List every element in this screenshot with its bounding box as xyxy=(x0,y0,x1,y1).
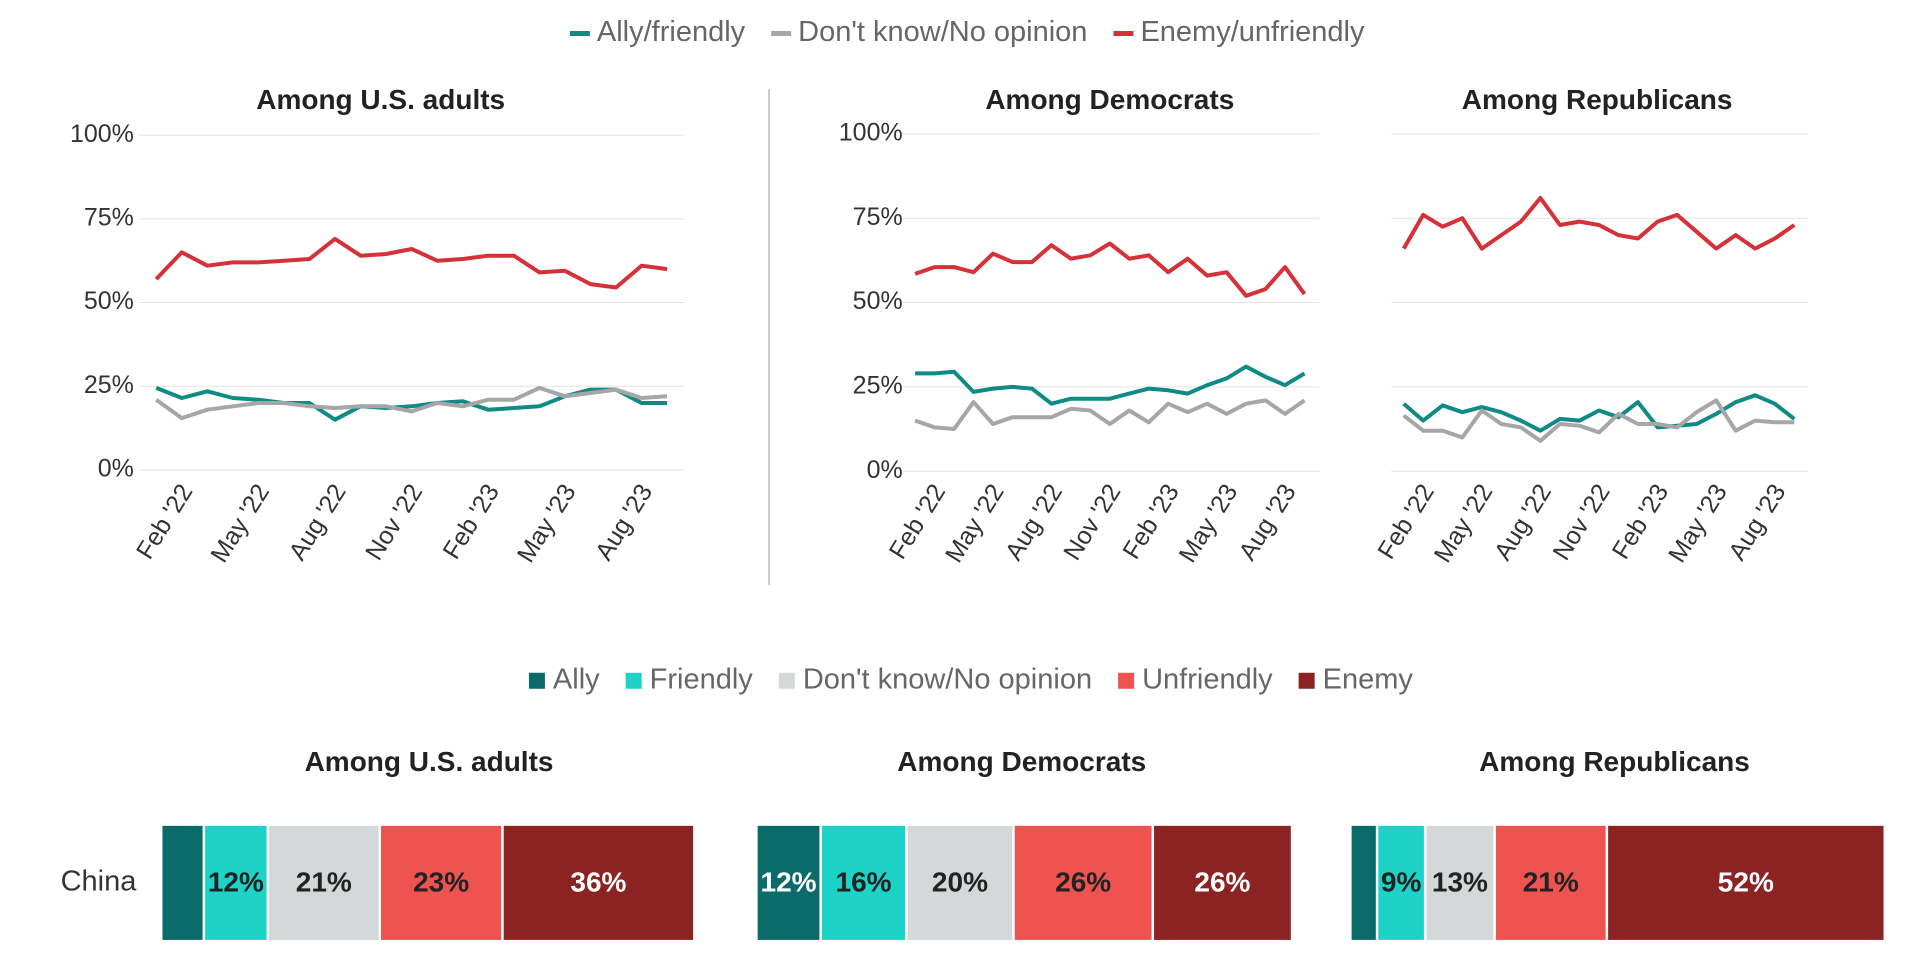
data-label: 20% xyxy=(932,867,988,898)
x-tick-label: Aug '23 xyxy=(1233,479,1301,565)
series-line xyxy=(1402,393,1796,433)
legend-swatch xyxy=(625,672,642,689)
chart-title: Among Republicans xyxy=(1479,746,1750,777)
bar-segment xyxy=(907,825,1013,940)
bar-segment xyxy=(1351,825,1376,940)
bar-segment xyxy=(1495,825,1606,940)
bar-segment xyxy=(1154,825,1291,940)
legend-swatch xyxy=(1298,672,1315,689)
bar-segment xyxy=(757,825,820,940)
data-label: 13% xyxy=(1432,867,1488,898)
x-tick-label: Feb '22 xyxy=(131,479,199,564)
y-tick-label: 75% xyxy=(84,203,134,231)
x-tick-label: May '23 xyxy=(1663,479,1733,567)
bar-segment xyxy=(1014,825,1152,940)
category-label: China xyxy=(61,866,138,898)
x-tick-label: Nov '22 xyxy=(360,479,428,565)
y-tick-label: 0% xyxy=(867,456,903,484)
bar-segment xyxy=(1426,825,1494,940)
y-tick-label: 75% xyxy=(853,203,903,231)
x-tick-label: Aug '22 xyxy=(1489,479,1557,565)
legend-label: Friendly xyxy=(650,663,754,695)
series-line xyxy=(155,386,668,422)
legend-swatch xyxy=(1118,672,1135,689)
data-label: 21% xyxy=(296,867,352,898)
bar-segment xyxy=(1608,825,1884,940)
chart-title: Among Democrats xyxy=(985,84,1234,115)
y-tick-label: 25% xyxy=(853,371,903,399)
legend-swatch xyxy=(778,672,795,689)
bar-legend: Ally Friendly Don't know/No opinion Unfrien… xyxy=(528,663,1414,695)
x-tick-label: Nov '22 xyxy=(1547,479,1615,565)
data-label: 21% xyxy=(1523,867,1579,898)
y-tick-label: 100% xyxy=(70,120,134,148)
legend-label: Ally/friendly xyxy=(597,16,746,48)
legend-label: Unfriendly xyxy=(1142,663,1273,695)
bar-segment xyxy=(269,825,379,940)
series-line xyxy=(914,241,1307,298)
bar-segment xyxy=(1378,825,1424,940)
chart-title: Among U.S. adults xyxy=(305,746,554,777)
chart-title: Among Democrats xyxy=(897,746,1146,777)
series-line xyxy=(1401,196,1796,251)
data-label: 12% xyxy=(208,867,264,898)
data-label: 23% xyxy=(413,867,469,898)
x-tick-label: May '23 xyxy=(1174,479,1244,567)
x-tick-label: May '23 xyxy=(512,479,582,567)
x-tick-label: May '22 xyxy=(205,479,275,567)
data-label: 52% xyxy=(1718,867,1774,898)
data-label: 9% xyxy=(1381,867,1422,898)
chart-title: Among Republicans xyxy=(1462,84,1733,115)
bar-segment xyxy=(821,825,906,940)
legend-swatch xyxy=(528,672,545,689)
chart-title: Among U.S. adults xyxy=(256,84,505,115)
bar-segment xyxy=(503,825,694,940)
series-line xyxy=(914,398,1306,431)
x-tick-label: Aug '23 xyxy=(1723,479,1791,565)
y-tick-label: 100% xyxy=(839,119,903,147)
legend-label: Enemy xyxy=(1323,663,1414,695)
data-label: 16% xyxy=(836,867,892,898)
legend-label: Enemy/unfriendly xyxy=(1140,16,1365,48)
legend-label: Don't know/No opinion xyxy=(798,16,1087,48)
x-tick-label: Feb '23 xyxy=(437,479,505,564)
x-tick-label: Aug '22 xyxy=(1000,479,1068,565)
y-tick-label: 50% xyxy=(853,287,903,315)
legend-label: Don't know/No opinion xyxy=(803,663,1092,695)
series-line xyxy=(154,236,668,290)
x-tick-label: Aug '23 xyxy=(590,479,658,565)
bar-segment xyxy=(162,825,203,940)
series-line xyxy=(155,385,668,421)
data-label: 12% xyxy=(761,867,817,898)
y-tick-label: 50% xyxy=(84,287,134,315)
legend-label: Ally xyxy=(553,663,600,695)
line-legend: Ally/friendly Don't know/No opinion Enemy/… xyxy=(569,16,1365,48)
data-label: 36% xyxy=(570,867,626,898)
series-line xyxy=(1402,398,1795,443)
data-label: 26% xyxy=(1194,867,1250,898)
y-tick-label: 25% xyxy=(84,371,134,399)
x-tick-label: Aug '22 xyxy=(283,479,351,565)
bar-segment xyxy=(205,825,267,940)
x-tick-label: May '22 xyxy=(1429,479,1499,567)
bar-segment xyxy=(381,825,502,940)
data-label: 26% xyxy=(1055,867,1111,898)
series-line xyxy=(915,364,1306,406)
y-tick-label: 0% xyxy=(98,455,134,483)
x-tick-label: May '22 xyxy=(940,479,1010,567)
x-tick-label: Nov '22 xyxy=(1058,479,1126,565)
